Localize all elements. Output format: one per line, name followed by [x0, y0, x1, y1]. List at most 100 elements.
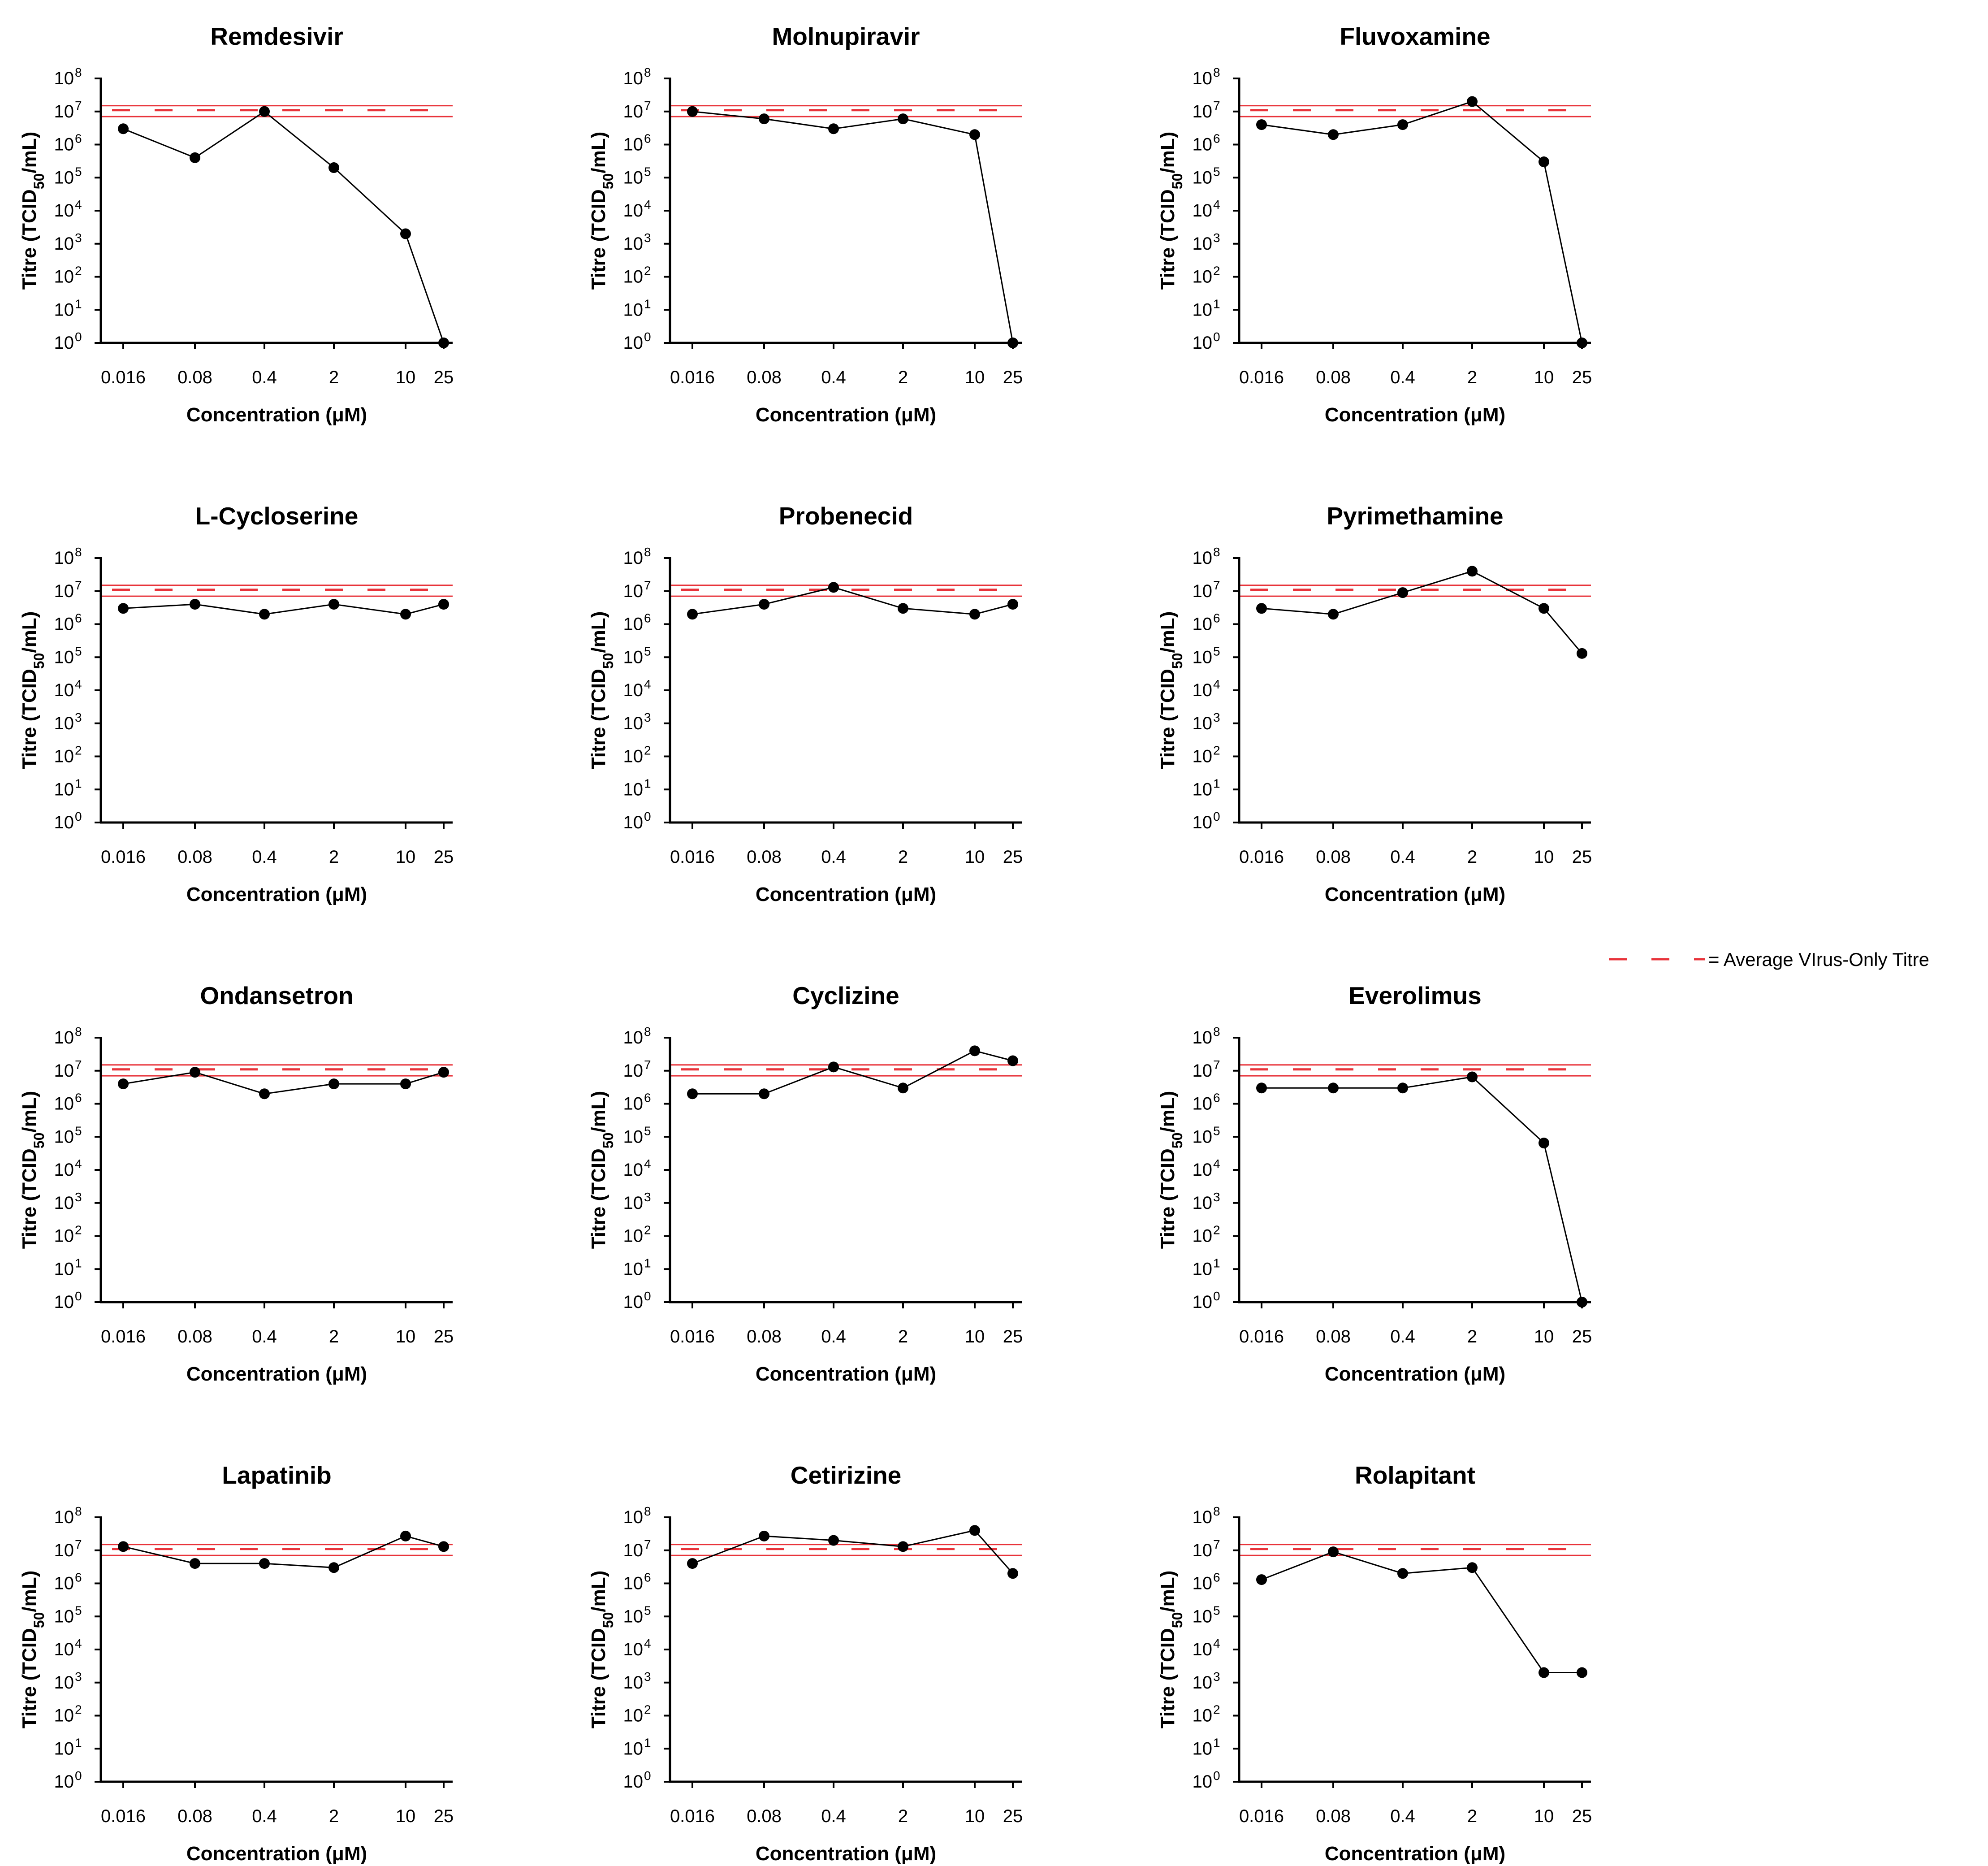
y-tick-label: 10	[54, 1606, 74, 1626]
x-tick-label: 0.4	[1390, 368, 1415, 387]
y-tick-exponent: 2	[75, 1703, 82, 1717]
y-tick-label: 10	[623, 1673, 644, 1693]
x-tick-label: 25	[1572, 1806, 1592, 1826]
data-point	[1467, 96, 1478, 107]
y-tick-exponent: 6	[1213, 132, 1220, 146]
y-tick-label: 10	[623, 1061, 644, 1081]
x-tick-label: 0.016	[670, 368, 715, 387]
x-tick-label: 25	[434, 1806, 454, 1826]
y-tick-label: 10	[623, 779, 644, 799]
data-point	[828, 1535, 839, 1546]
y-tick-label: 10	[54, 1507, 74, 1527]
y-tick-label: 10	[54, 813, 74, 832]
data-point	[1256, 1574, 1267, 1585]
data-point	[1539, 1138, 1549, 1149]
y-tick-exponent: 1	[1213, 1256, 1220, 1270]
y-tick-label: 10	[54, 102, 74, 121]
y-tick-label: 10	[1193, 1028, 1213, 1048]
data-point	[1328, 129, 1339, 140]
x-tick-label: 0.08	[177, 1806, 212, 1826]
x-tick-label: 10	[396, 1327, 416, 1346]
y-tick-label: 10	[54, 201, 74, 221]
y-tick-exponent: 6	[1213, 1571, 1220, 1585]
data-point	[400, 1078, 411, 1090]
data-point	[438, 1067, 449, 1078]
x-tick-label: 0.4	[821, 368, 846, 387]
y-tick-label: 10	[1193, 1507, 1213, 1527]
data-point	[118, 603, 129, 614]
data-point	[1007, 338, 1018, 348]
data-point	[328, 162, 339, 173]
data-point	[969, 1045, 980, 1056]
y-tick-label: 10	[623, 680, 644, 700]
chart-title: Cetirizine	[791, 1461, 902, 1489]
y-tick-exponent: 2	[644, 1703, 651, 1717]
y-tick-exponent: 5	[644, 1124, 651, 1138]
y-tick-label: 10	[54, 1541, 74, 1560]
data-point	[259, 106, 270, 117]
x-axis-label: Concentration (μM)	[186, 1363, 367, 1385]
data-point	[190, 1067, 200, 1078]
x-axis-label: Concentration (μM)	[186, 404, 367, 426]
y-tick-label: 10	[54, 1706, 74, 1726]
y-tick-label: 10	[54, 69, 74, 88]
x-tick-label: 25	[434, 847, 454, 867]
y-tick-exponent: 0	[75, 810, 82, 823]
x-axis-label: Concentration (μM)	[756, 404, 936, 426]
y-tick-exponent: 6	[75, 1571, 82, 1585]
y-axis-label: Titre (TCID50/mL)	[588, 132, 616, 290]
y-tick-label: 10	[1193, 1259, 1213, 1279]
y-tick-exponent: 1	[1213, 1736, 1220, 1749]
y-tick-exponent: 8	[644, 1025, 651, 1039]
y-tick-label: 10	[54, 1574, 74, 1593]
y-tick-label: 10	[623, 1739, 644, 1758]
x-tick-label: 0.016	[101, 1806, 146, 1826]
y-tick-exponent: 6	[75, 611, 82, 625]
y-tick-exponent: 2	[75, 1223, 82, 1237]
y-tick-exponent: 6	[1213, 1091, 1220, 1105]
y-tick-label: 10	[1193, 1127, 1213, 1147]
data-point	[118, 123, 129, 134]
y-tick-label: 10	[54, 548, 74, 568]
y-axis-label: Titre (TCID50/mL)	[18, 1571, 47, 1729]
data-point	[118, 1541, 129, 1552]
y-tick-exponent: 3	[75, 231, 82, 245]
x-tick-label: 0.08	[747, 1327, 782, 1346]
data-point	[828, 582, 839, 593]
y-tick-label: 10	[54, 779, 74, 799]
data-point	[328, 599, 339, 610]
y-tick-exponent: 5	[644, 1603, 651, 1617]
x-tick-label: 25	[1572, 368, 1592, 387]
y-tick-label: 10	[1193, 1160, 1213, 1180]
y-tick-label: 10	[623, 1640, 644, 1659]
y-tick-exponent: 2	[75, 744, 82, 758]
series-line	[692, 1529, 1014, 1574]
y-tick-exponent: 3	[1213, 1190, 1220, 1204]
y-tick-label: 10	[54, 267, 74, 287]
y-tick-exponent: 8	[644, 1504, 651, 1518]
y-axis-label: Titre (TCID50/mL)	[18, 1091, 47, 1249]
x-tick-label: 0.4	[821, 1327, 846, 1346]
y-tick-label: 10	[623, 647, 644, 667]
data-point	[1539, 156, 1549, 168]
x-tick-label: 25	[1003, 1806, 1023, 1826]
y-tick-exponent: 8	[1213, 65, 1220, 79]
data-point	[1397, 587, 1408, 598]
y-tick-exponent: 1	[1213, 776, 1220, 790]
y-tick-label: 10	[1193, 1574, 1213, 1593]
y-tick-exponent: 8	[75, 65, 82, 79]
data-point	[828, 123, 839, 134]
x-tick-label: 2	[898, 1806, 908, 1826]
x-tick-label: 2	[898, 847, 908, 867]
data-point	[759, 599, 769, 610]
y-tick-label: 10	[623, 1193, 644, 1213]
y-tick-label: 10	[623, 168, 644, 187]
chart-title: Everolimus	[1348, 982, 1482, 1009]
y-tick-label: 10	[623, 1226, 644, 1246]
y-tick-exponent: 4	[75, 677, 82, 691]
x-tick-label: 0.4	[821, 847, 846, 867]
y-tick-exponent: 4	[1213, 677, 1220, 691]
data-point	[1007, 599, 1018, 610]
